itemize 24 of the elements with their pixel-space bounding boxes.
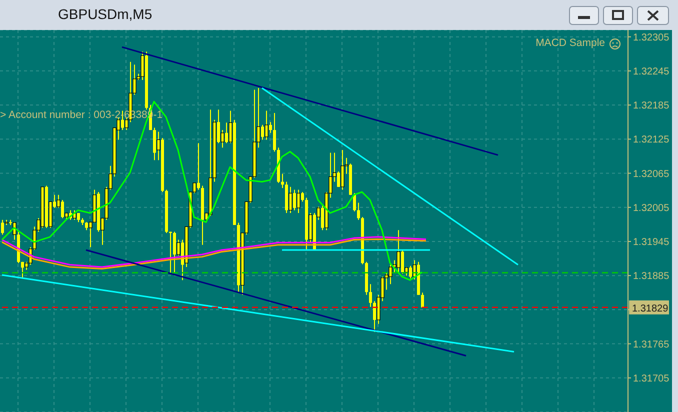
candlestick [340, 149, 344, 190]
y-tick-label: 1.31885 [633, 271, 670, 282]
y-tick-label: 1.32005 [633, 202, 670, 214]
y-tick-label: 1.32185 [633, 100, 670, 112]
candlestick [264, 110, 268, 140]
candlestick [369, 284, 372, 308]
ref-line-label: 1.31829 [632, 303, 669, 314]
annotation: MACD Sample [536, 37, 605, 49]
candlestick [273, 112, 276, 152]
candlestick [353, 192, 356, 212]
y-tick-label: 1.31765 [633, 339, 670, 350]
y-tick-label: 1.32125 [633, 134, 670, 146]
candlestick [357, 202, 360, 220]
y-tick-label: 1.31945 [633, 237, 670, 248]
y-tick-label: 1.32065 [633, 168, 670, 180]
candlestick [421, 292, 424, 308]
chart-title: GBPUSDm,M5 [58, 6, 152, 22]
line-series [1, 100, 423, 281]
y-tick-label: 1.32245 [633, 66, 670, 78]
y-tick-label: 1.32305 [633, 32, 670, 44]
y-tick-label: 1.31705 [633, 373, 670, 384]
candlestick [296, 189, 300, 214]
candlestick [396, 230, 400, 274]
candlestick [288, 186, 292, 214]
